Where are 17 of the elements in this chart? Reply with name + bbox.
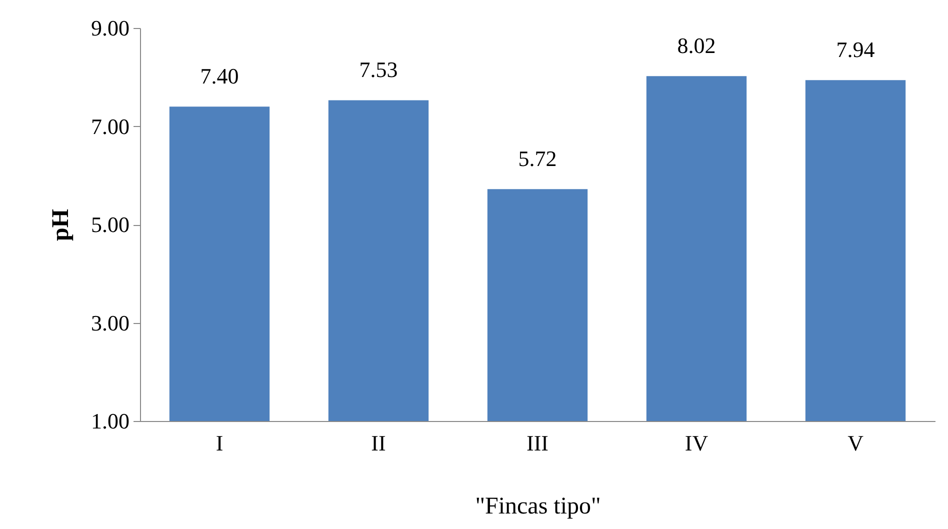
x-tick-label: V [848, 430, 864, 456]
x-axis-title: "Fincas tipo" [475, 494, 601, 520]
data-label: 7.53 [359, 57, 398, 82]
y-tick-label: 1.00 [91, 408, 130, 434]
x-tick-label: IV [684, 430, 708, 456]
y-tick-label: 7.00 [91, 114, 130, 139]
y-tick-label: 9.00 [91, 16, 130, 40]
data-label: 7.94 [836, 37, 875, 62]
x-tick-label: III [526, 430, 548, 456]
x-tick-label: I [216, 430, 224, 456]
y-axis-title: pH [48, 208, 74, 242]
y-tick-label: 5.00 [91, 212, 130, 237]
x-tick-label: II [371, 430, 386, 456]
data-label: 7.40 [200, 64, 239, 89]
data-label: 5.72 [518, 146, 557, 172]
y-tick-label: 3.00 [91, 310, 130, 336]
data-label: 8.02 [677, 33, 716, 58]
